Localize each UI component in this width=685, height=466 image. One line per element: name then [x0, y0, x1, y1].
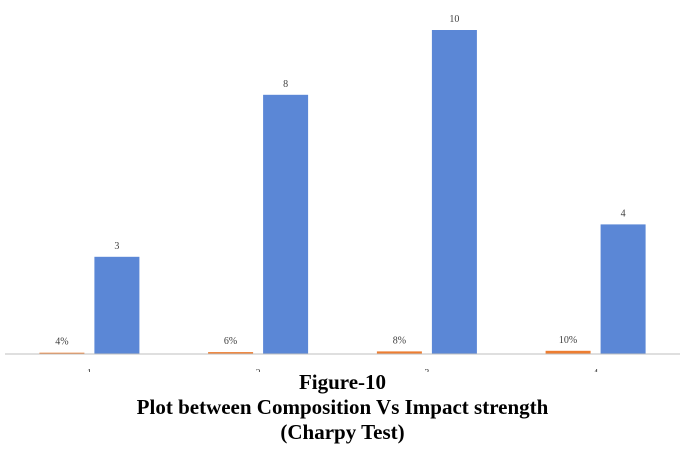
bar-series-1-cat-2: [208, 352, 254, 354]
figure-title-line-2: (Charpy Test): [280, 420, 405, 444]
figure-label: Figure-10: [298, 370, 387, 394]
bars-layer: [39, 30, 646, 355]
bar-series-1-cat-4: [545, 350, 591, 354]
x-tick-label-3: 3: [424, 368, 429, 372]
data-label-series-1-cat-4: 10%: [559, 335, 577, 346]
bar-chart: 4% 3 6% 8 8% 10 10% 4 1 2 3 4: [5, 14, 680, 372]
bar-series-1-cat-3: [376, 351, 422, 354]
x-tick-labels: 1 2 3 4: [87, 368, 598, 372]
data-label-series-1-cat-2: 6%: [224, 336, 237, 347]
data-label-series-2-cat-2: 8: [283, 79, 288, 90]
bar-series-1-cat-1: [39, 352, 85, 354]
x-tick-label-1: 1: [87, 368, 92, 372]
x-tick-label-2: 2: [256, 368, 261, 372]
x-tick-label-4: 4: [593, 368, 598, 372]
data-labels-layer: 4% 3 6% 8 8% 10 10% 4: [55, 14, 625, 348]
data-label-series-2-cat-1: 3: [114, 241, 119, 252]
data-label-series-1-cat-1: 4%: [55, 337, 68, 348]
data-label-series-2-cat-3: 10: [449, 14, 459, 25]
data-label-series-1-cat-3: 8%: [393, 335, 406, 346]
bar-series-2-cat-4: [600, 224, 646, 354]
bar-series-2-cat-2: [263, 94, 309, 355]
data-label-series-2-cat-4: 4: [621, 208, 626, 219]
figure-title-line-1: Plot between Composition Vs Impact stren…: [136, 395, 549, 419]
bar-series-2-cat-1: [94, 256, 140, 354]
bar-series-2-cat-3: [431, 30, 477, 354]
